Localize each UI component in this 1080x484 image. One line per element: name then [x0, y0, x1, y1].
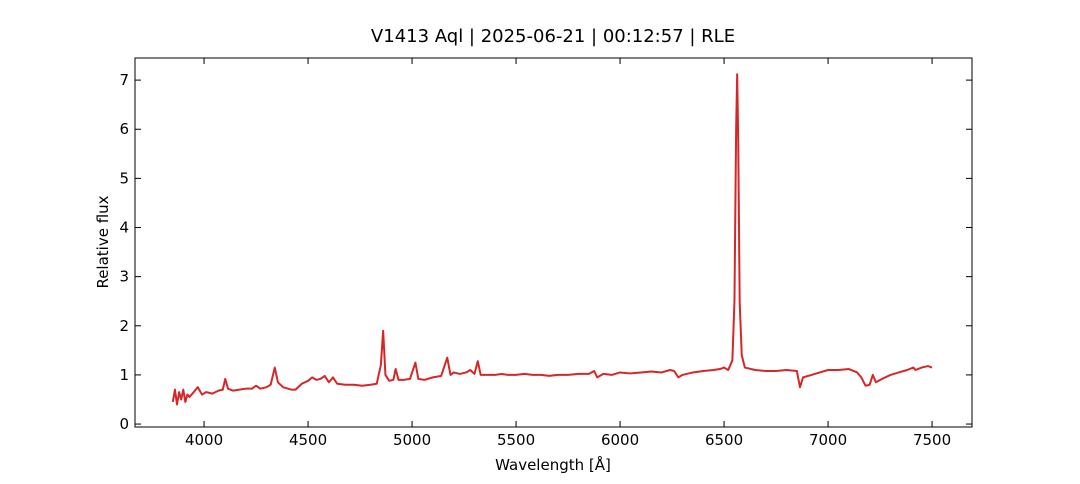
x-tick-label: 7500	[913, 431, 951, 449]
x-tick-label: 6000	[601, 431, 639, 449]
plot-frame	[134, 57, 973, 428]
y-tick-label: 0	[119, 415, 129, 433]
x-tick-label: 4000	[185, 431, 223, 449]
y-tick-label: 3	[119, 268, 129, 286]
chart-title: V1413 Aql | 2025-06-21 | 00:12:57 | RLE	[371, 26, 735, 47]
y-tick-label: 5	[119, 169, 129, 187]
y-tick-label: 7	[119, 71, 129, 89]
y-tick-label: 2	[119, 317, 129, 335]
y-tick-label: 6	[119, 120, 129, 138]
x-tick-label: 4500	[289, 431, 327, 449]
y-tick-label: 4	[119, 219, 129, 237]
x-tick-label: 5000	[393, 431, 431, 449]
spectrum-line	[171, 73, 933, 406]
y-tick-label: 1	[119, 366, 129, 384]
x-tick-label: 7000	[809, 431, 847, 449]
x-tick-label: 5500	[497, 431, 535, 449]
x-tick-label: 6500	[705, 431, 743, 449]
x-axis-label: Wavelength [Å]	[495, 455, 611, 474]
y-axis-label: Relative flux	[94, 195, 112, 288]
